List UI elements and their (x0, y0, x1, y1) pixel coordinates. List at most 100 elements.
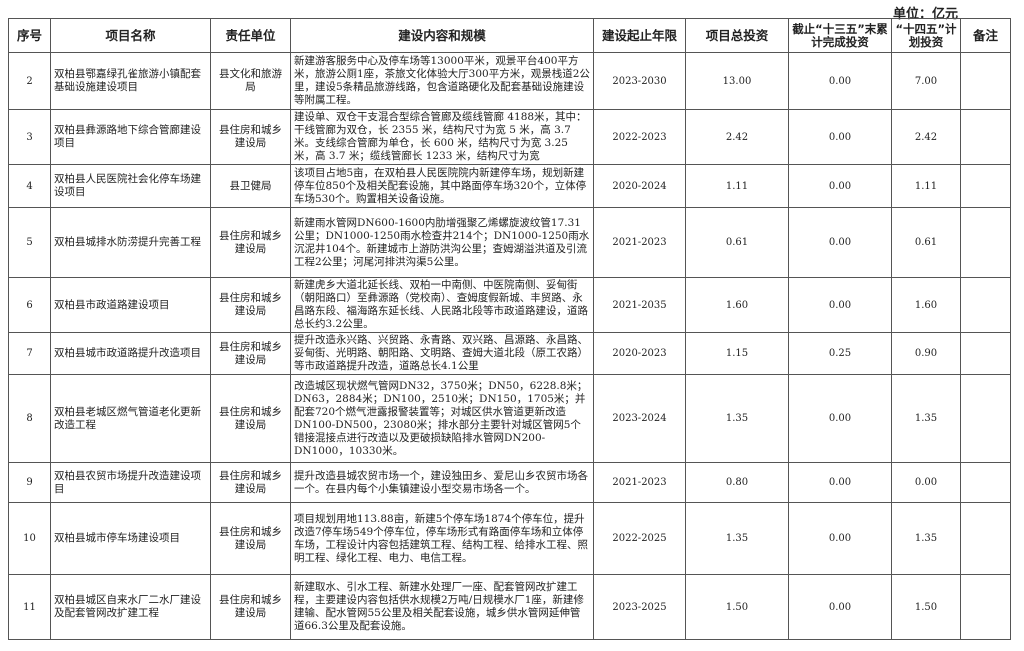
cell-done: 0.00 (788, 277, 892, 333)
project-table: 序号 项目名称 责任单位 建设内容和规模 建设起止年限 项目总投资 截止“十三五… (8, 18, 1011, 640)
header-note: 备注 (960, 18, 1011, 53)
cell-plan: 0.90 (891, 332, 961, 375)
cell-done: 0.00 (788, 502, 892, 575)
cell-content: 建设单、双仓干支混合型综合管廊及缆线管廊 4188米，其中：干线管廊为双仓，长 … (290, 109, 594, 165)
cell-content: 新建雨水管网DN600-1600内肋增强聚乙烯螺旋波纹管17.31公里；DN10… (290, 207, 594, 278)
table-row: 9 双柏县农贸市场提升改造建设项目 县住房和城乡建设局 提升改造县城农贸市场一个，建设… (8, 462, 1011, 503)
cell-unit: 县住房和城乡建设局 (210, 574, 291, 640)
cell-period: 2023-2024 (593, 374, 686, 463)
cell-name: 双柏县鄂嘉绿孔雀旅游小镇配套基础设施建设项目 (50, 52, 211, 110)
cell-total: 1.15 (685, 332, 789, 375)
cell-name: 双柏县彝源路地下综合管廊建设项目 (50, 109, 211, 165)
cell-name: 双柏县城排水防涝提升完善工程 (50, 207, 211, 278)
header-done: 截止“十三五”末累计完成投资 (788, 18, 892, 53)
cell-no: 11 (8, 574, 51, 640)
cell-note (960, 502, 1011, 575)
cell-no: 7 (8, 332, 51, 375)
cell-name: 双柏县城区自来水厂二水厂建设及配套管网改扩建工程 (50, 574, 211, 640)
cell-name: 双柏县城市政道路提升改造项目 (50, 332, 211, 375)
cell-name: 双柏县人民医院社会化停车场建设项目 (50, 164, 211, 208)
header-name: 项目名称 (50, 18, 211, 53)
cell-no: 5 (8, 207, 51, 278)
cell-note (960, 207, 1011, 278)
cell-plan: 1.11 (891, 164, 961, 208)
cell-content: 该项目占地5亩，在双柏县人民医院院内新建停车场，规划新建停车位850个及相关配套… (290, 164, 594, 208)
cell-unit: 县住房和城乡建设局 (210, 374, 291, 463)
cell-total: 2.42 (685, 109, 789, 165)
cell-total: 1.35 (685, 502, 789, 575)
cell-done: 0.00 (788, 374, 892, 463)
cell-note (960, 332, 1011, 375)
cell-unit: 县住房和城乡建设局 (210, 277, 291, 333)
header-unit: 责任单位 (210, 18, 291, 53)
cell-period: 2021-2023 (593, 462, 686, 503)
cell-note (960, 374, 1011, 463)
header-period: 建设起止年限 (593, 18, 686, 53)
cell-no: 10 (8, 502, 51, 575)
cell-no: 6 (8, 277, 51, 333)
cell-name: 双柏县城市停车场建设项目 (50, 502, 211, 575)
cell-period: 2023-2030 (593, 52, 686, 110)
cell-total: 1.11 (685, 164, 789, 208)
cell-total: 1.50 (685, 574, 789, 640)
cell-unit: 县住房和城乡建设局 (210, 207, 291, 278)
cell-content: 提升改造永兴路、兴贸路、永青路、双兴路、昌源路、永昌路、妥甸街、光明路、朝阳路、… (290, 332, 594, 375)
cell-note (960, 52, 1011, 110)
cell-note (960, 462, 1011, 503)
cell-total: 13.00 (685, 52, 789, 110)
cell-name: 双柏县老城区燃气管道老化更新改造工程 (50, 374, 211, 463)
table-row: 7 双柏县城市政道路提升改造项目 县住房和城乡建设局 提升改造永兴路、兴贸路、永青路、… (8, 332, 1011, 375)
cell-done: 0.00 (788, 462, 892, 503)
cell-total: 0.80 (685, 462, 789, 503)
table-row: 11 双柏县城区自来水厂二水厂建设及配套管网改扩建工程 县住房和城乡建设局 新建取水、… (8, 574, 1011, 640)
cell-plan: 1.35 (891, 374, 961, 463)
cell-total: 0.61 (685, 207, 789, 278)
cell-note (960, 277, 1011, 333)
cell-unit: 县住房和城乡建设局 (210, 109, 291, 165)
cell-period: 2021-2023 (593, 207, 686, 278)
cell-note (960, 109, 1011, 165)
cell-plan: 7.00 (891, 52, 961, 110)
cell-content: 新建虎乡大道北延长线、双柏一中南侧、中医院南侧、妥甸街（朝阳路口）至彝源路（党校… (290, 277, 594, 333)
cell-content: 新建取水、引水工程、新建水处理厂一座、配套管网改扩建工程，主要建设内容包括供水规… (290, 574, 594, 640)
cell-unit: 县卫健局 (210, 164, 291, 208)
cell-period: 2021-2035 (593, 277, 686, 333)
table-row: 3 双柏县彝源路地下综合管廊建设项目 县住房和城乡建设局 建设单、双仓干支混合型综合管… (8, 109, 1011, 165)
cell-content: 改造城区现状燃气管网DN32，3750米；DN50，6228.8米；DN63，2… (290, 374, 594, 463)
cell-plan: 0.00 (891, 462, 961, 503)
cell-done: 0.00 (788, 207, 892, 278)
cell-done: 0.00 (788, 109, 892, 165)
cell-no: 9 (8, 462, 51, 503)
cell-content: 提升改造县城农贸市场一个，建设独田乡、爱尼山乡农贸市场各一个。在县内每个小集镇建… (290, 462, 594, 503)
header-row: 序号 项目名称 责任单位 建设内容和规模 建设起止年限 项目总投资 截止“十三五… (8, 18, 1011, 53)
table-row: 4 双柏县人民医院社会化停车场建设项目 县卫健局 该项目占地5亩，在双柏县人民医院院内… (8, 164, 1011, 208)
table-row: 5 双柏县城排水防涝提升完善工程 县住房和城乡建设局 新建雨水管网DN600-1600… (8, 207, 1011, 278)
table-row: 2 双柏县鄂嘉绿孔雀旅游小镇配套基础设施建设项目 县文化和旅游局 新建游客服务中心及停… (8, 52, 1011, 110)
cell-no: 2 (8, 52, 51, 110)
cell-name: 双柏县农贸市场提升改造建设项目 (50, 462, 211, 503)
cell-content: 项目规划用地113.88亩，新建5个停车场1874个停车位，提升改造7停车场54… (290, 502, 594, 575)
cell-plan: 1.50 (891, 574, 961, 640)
cell-plan: 0.61 (891, 207, 961, 278)
cell-unit: 县住房和城乡建设局 (210, 502, 291, 575)
cell-no: 8 (8, 374, 51, 463)
cell-period: 2023-2025 (593, 574, 686, 640)
cell-no: 3 (8, 109, 51, 165)
cell-done: 0.00 (788, 52, 892, 110)
cell-plan: 1.35 (891, 502, 961, 575)
cell-unit: 县住房和城乡建设局 (210, 462, 291, 503)
cell-total: 1.35 (685, 374, 789, 463)
cell-period: 2022-2023 (593, 109, 686, 165)
cell-plan: 1.60 (891, 277, 961, 333)
cell-done: 0.00 (788, 574, 892, 640)
cell-plan: 2.42 (891, 109, 961, 165)
table-row: 6 双柏县市政道路建设项目 县住房和城乡建设局 新建虎乡大道北延长线、双柏一中南侧、中… (8, 277, 1011, 333)
cell-done: 0.00 (788, 164, 892, 208)
cell-note (960, 574, 1011, 640)
table-row: 10 双柏县城市停车场建设项目 县住房和城乡建设局 项目规划用地113.88亩，新建5… (8, 502, 1011, 575)
cell-unit: 县文化和旅游局 (210, 52, 291, 110)
header-plan: “十四五”计划投资 (891, 18, 961, 53)
cell-unit: 县住房和城乡建设局 (210, 332, 291, 375)
cell-note (960, 164, 1011, 208)
cell-name: 双柏县市政道路建设项目 (50, 277, 211, 333)
